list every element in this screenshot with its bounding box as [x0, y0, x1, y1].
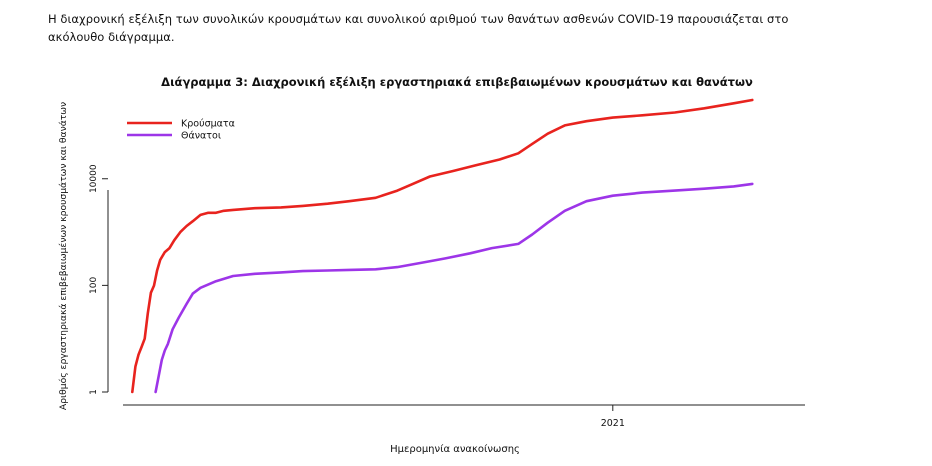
series-layer [131, 98, 754, 394]
x-tick-label: 2021 [601, 418, 625, 429]
y-tick-label: 1 [89, 389, 99, 395]
y-axis-label: Αριθμός εργαστηριακά επιβεβαιωμένων κρου… [58, 102, 69, 410]
intro-paragraph: Η διαχρονική εξέλιξη των συνολικών κρουσ… [48, 12, 789, 44]
series-line-1 [131, 98, 754, 394]
series-line-2 [154, 182, 754, 394]
x-ticks: 2021 [601, 405, 625, 429]
x-axis: 2021 [123, 404, 805, 429]
y-tick-label: 100 [89, 277, 99, 294]
legend-label-2: Θάνατοι [181, 131, 221, 142]
x-axis-label: Ημερομηνία ανακοίνωσης [390, 443, 520, 455]
y-ticks: 1 100 10000 [89, 164, 108, 395]
y-axis: 1 100 10000 [89, 164, 109, 395]
legend-label-1: Κρούσματα [181, 119, 235, 130]
y-tick-label: 10000 [89, 164, 99, 193]
chart-title: Διάγραμμα 3: Διαχρονική εξέλιξη εργαστηρ… [161, 75, 753, 89]
